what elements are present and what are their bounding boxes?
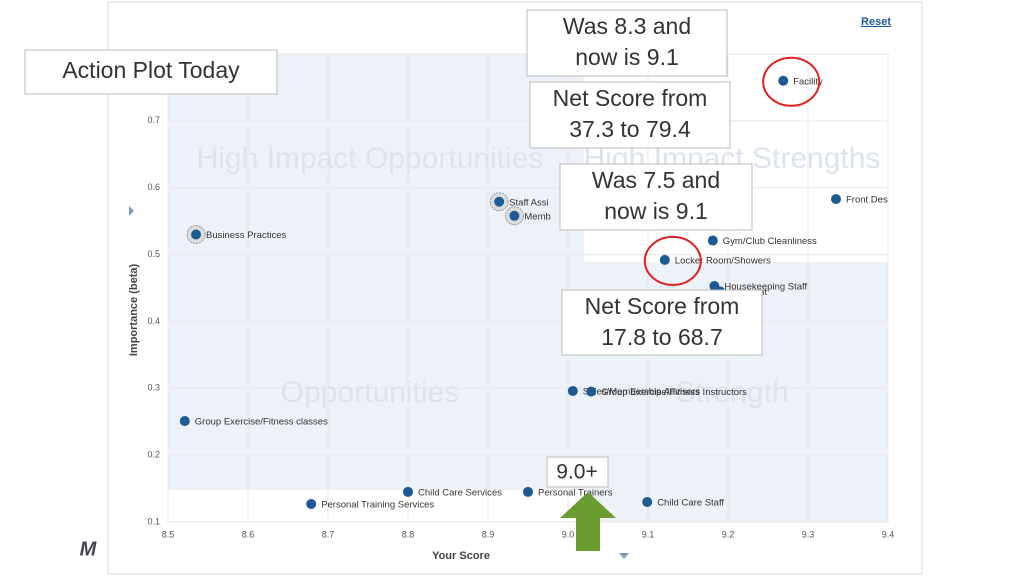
red-circle <box>643 235 702 286</box>
x-tick-label: 8.6 <box>242 529 255 539</box>
point[interactable] <box>403 486 413 497</box>
callout-text: now is 9.1 <box>604 198 708 224</box>
y-tick-label: 0.7 <box>147 115 160 125</box>
callout-box <box>529 81 731 149</box>
point-label: Group Exercise/Fitness Instructors <box>601 387 747 398</box>
point[interactable] <box>494 196 505 207</box>
x-tick-label: 8.9 <box>482 529 495 539</box>
quadrant-shade <box>168 54 584 490</box>
callout-text: now is 9.1 <box>575 44 679 70</box>
threshold-label: 9.0+ <box>556 461 597 484</box>
point[interactable] <box>306 498 317 509</box>
point[interactable] <box>831 194 841 205</box>
x-tick-label: 9.4 <box>882 529 895 539</box>
chart-title: Action Plot Today <box>62 57 240 83</box>
quadrant-label: Opportunities <box>281 376 459 409</box>
callout-box <box>526 9 728 77</box>
scroll-arrow[interactable] <box>129 206 134 216</box>
x-tick-label: 9.0 <box>562 529 575 539</box>
point-label: Memb <box>524 211 550 222</box>
title-box <box>24 49 278 95</box>
x-tick-label: 8.8 <box>402 529 415 539</box>
y-tick-label: 0.3 <box>147 383 160 393</box>
point-label: Facility <box>793 76 823 87</box>
x-tick-label: 8.7 <box>322 529 335 539</box>
logo: M <box>80 538 98 560</box>
point-label: Front Des <box>846 195 888 206</box>
point[interactable] <box>523 486 533 497</box>
y-tick-label: 0.6 <box>147 182 160 192</box>
point[interactable] <box>659 254 670 265</box>
callout-text: 17.8 to 68.7 <box>601 324 723 350</box>
point-label: Housekeeping Staff <box>724 282 807 293</box>
callout-text: Net Score from <box>585 293 740 319</box>
point[interactable] <box>179 416 190 427</box>
quadrant-label: High Impact Opportunities <box>197 142 544 175</box>
point-label: Staff Assi <box>509 197 548 208</box>
x-axis-label: Your Score <box>432 550 490 562</box>
arrow <box>560 492 616 551</box>
point-label: Child Care Staff <box>657 497 724 508</box>
callout-text: 37.3 to 79.4 <box>569 116 691 142</box>
y-tick-label: 0.5 <box>147 249 160 259</box>
point-label: Group Exercise/Fitness classes <box>195 417 328 428</box>
point-label: Personal Trainers <box>538 487 613 498</box>
x-tick-label: 8.5 <box>162 529 175 539</box>
point[interactable] <box>707 235 718 246</box>
point[interactable] <box>191 229 201 240</box>
point-label: Business Practices <box>206 230 287 241</box>
x-tick-label: 9.2 <box>722 529 735 539</box>
quadrant-label: Strength <box>675 376 788 409</box>
threshold-box <box>546 456 609 488</box>
scroll-arrow[interactable] <box>619 553 629 559</box>
x-tick-label: 9.3 <box>802 529 815 539</box>
y-tick-label: 0.1 <box>147 516 160 526</box>
y-tick-label: 0.2 <box>147 450 160 460</box>
point[interactable] <box>509 210 520 221</box>
callout-text: Net Score from <box>553 85 708 111</box>
callout-text: Was 7.5 and <box>592 167 720 193</box>
point[interactable] <box>567 385 578 396</box>
y-axis-label: Importance (beta) <box>128 264 140 357</box>
point[interactable] <box>586 386 597 397</box>
point-label: Locker Room/Showers <box>675 255 771 266</box>
y-tick-label: 0.4 <box>147 316 160 326</box>
point-label: Child Care Services <box>418 487 502 498</box>
callout-box <box>561 289 763 356</box>
red-circle <box>762 56 821 107</box>
point[interactable] <box>778 75 789 86</box>
callout-box <box>559 163 753 231</box>
point[interactable] <box>642 496 653 507</box>
point-label: Personal Training Services <box>321 499 434 510</box>
point-label: Sales/Membership Advisors <box>583 386 700 397</box>
callout-text: Was 8.3 and <box>563 13 691 39</box>
x-tick-label: 9.1 <box>642 529 655 539</box>
reset-link[interactable]: Reset <box>861 16 891 28</box>
point-label: Gym/Club Cleanliness <box>723 236 817 247</box>
